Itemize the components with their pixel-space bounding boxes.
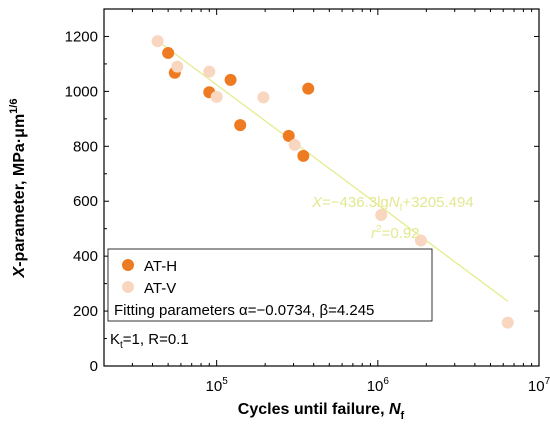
point-at-h [224, 73, 237, 86]
fit-equation: X=−436.3lgNf+3205.494 [311, 194, 474, 214]
data-points [151, 35, 514, 329]
point-at-h [162, 46, 175, 59]
fit-eq-var: N [389, 194, 400, 211]
x-axis-ticks: 105 106 107 [103, 9, 550, 395]
fit-r2-tail: =0.92 [382, 225, 420, 242]
plot-frame [103, 8, 540, 367]
condition-annotation: Kt=1, R=0.1 [110, 331, 189, 351]
y-title-sup: 1/6 [8, 99, 20, 114]
y-tick-label: 0 [90, 358, 98, 375]
y-axis-ticks: 0 200 400 600 800 1000 1200 [65, 28, 539, 375]
fit-r2-var: r [371, 225, 377, 242]
legend-label-at-h: AT-H [144, 258, 177, 275]
x-tick-label: 105 [206, 376, 229, 395]
point-at-h [234, 119, 247, 132]
point-at-v [151, 35, 164, 48]
x-tick-label: 107 [528, 376, 550, 395]
x-tick-label: 106 [367, 376, 390, 395]
x-title-main: Cycles until failure, [238, 401, 389, 418]
x-title-sub: f [401, 410, 405, 422]
y-tick-label: 600 [73, 193, 98, 210]
y-tick-label: 200 [73, 303, 98, 320]
point-at-h [297, 149, 310, 162]
annotation-sub: t [120, 340, 123, 351]
point-at-v [375, 208, 388, 221]
x-title-var: N [389, 401, 401, 418]
point-at-v [210, 90, 223, 103]
point-at-v [171, 60, 184, 73]
y-title-var: X [11, 265, 28, 278]
fit-eq-sub: f [400, 203, 403, 214]
fit-r2: r2=0.92 [371, 224, 420, 242]
fit-eq-mid: =−436.3lg [322, 194, 389, 211]
legend-label-at-v: AT-V [144, 280, 176, 297]
fit-r2-sup: 2 [376, 224, 382, 235]
point-at-h [302, 82, 315, 95]
y-axis-title: X-parameter, MPa·μm1/6 [8, 99, 28, 279]
y-tick-label: 400 [73, 248, 98, 265]
point-at-h [282, 129, 295, 142]
annotation-tail: =1, R=0.1 [123, 331, 189, 348]
y-tick-label: 1200 [65, 28, 98, 45]
fit-line [160, 42, 509, 302]
point-at-v [288, 138, 301, 151]
x-axis-title: Cycles until failure, Nf [238, 401, 405, 422]
annotation-main: K [110, 331, 120, 348]
point-at-v [257, 91, 270, 104]
legend-box [107, 248, 433, 322]
point-at-v [203, 65, 216, 78]
y-tick-label: 800 [73, 138, 98, 155]
legend-marker-at-v [122, 281, 134, 293]
y-tick-label: 1000 [65, 83, 98, 100]
legend-marker-at-h [122, 259, 134, 271]
point-at-v [414, 234, 427, 247]
y-title-main: -parameter, MPa·μm [11, 114, 28, 267]
fit-eq-tail: +3205.494 [402, 194, 473, 211]
legend-note: Fitting parameters α=−0.0734, β=4.245 [114, 302, 374, 319]
fit-eq-lhs: X [311, 194, 323, 211]
point-at-v [501, 316, 514, 329]
